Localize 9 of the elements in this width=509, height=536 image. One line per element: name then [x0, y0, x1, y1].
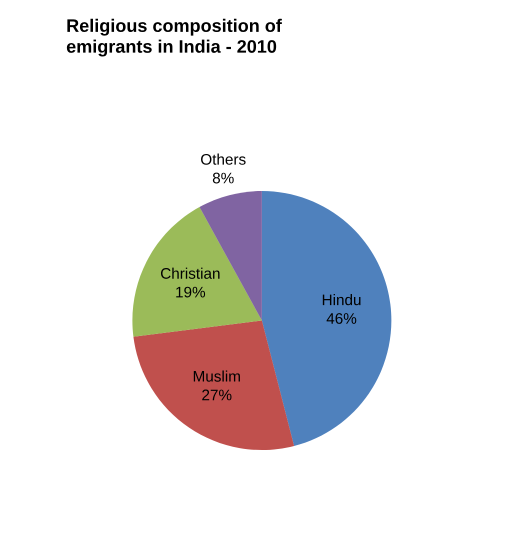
slice-label: Christian — [160, 268, 220, 279]
data-label: 46% — [326, 313, 356, 324]
slice-label: Others — [201, 154, 246, 165]
data-label: 8% — [212, 172, 234, 184]
chart-title: Religious composition of emigrants in India - 2010 — [66, 18, 282, 57]
data-label: 19% — [176, 286, 206, 298]
slice-label: Hindu — [322, 294, 360, 306]
slice-label: Muslim — [194, 370, 240, 382]
data-label: 27% — [202, 390, 232, 400]
